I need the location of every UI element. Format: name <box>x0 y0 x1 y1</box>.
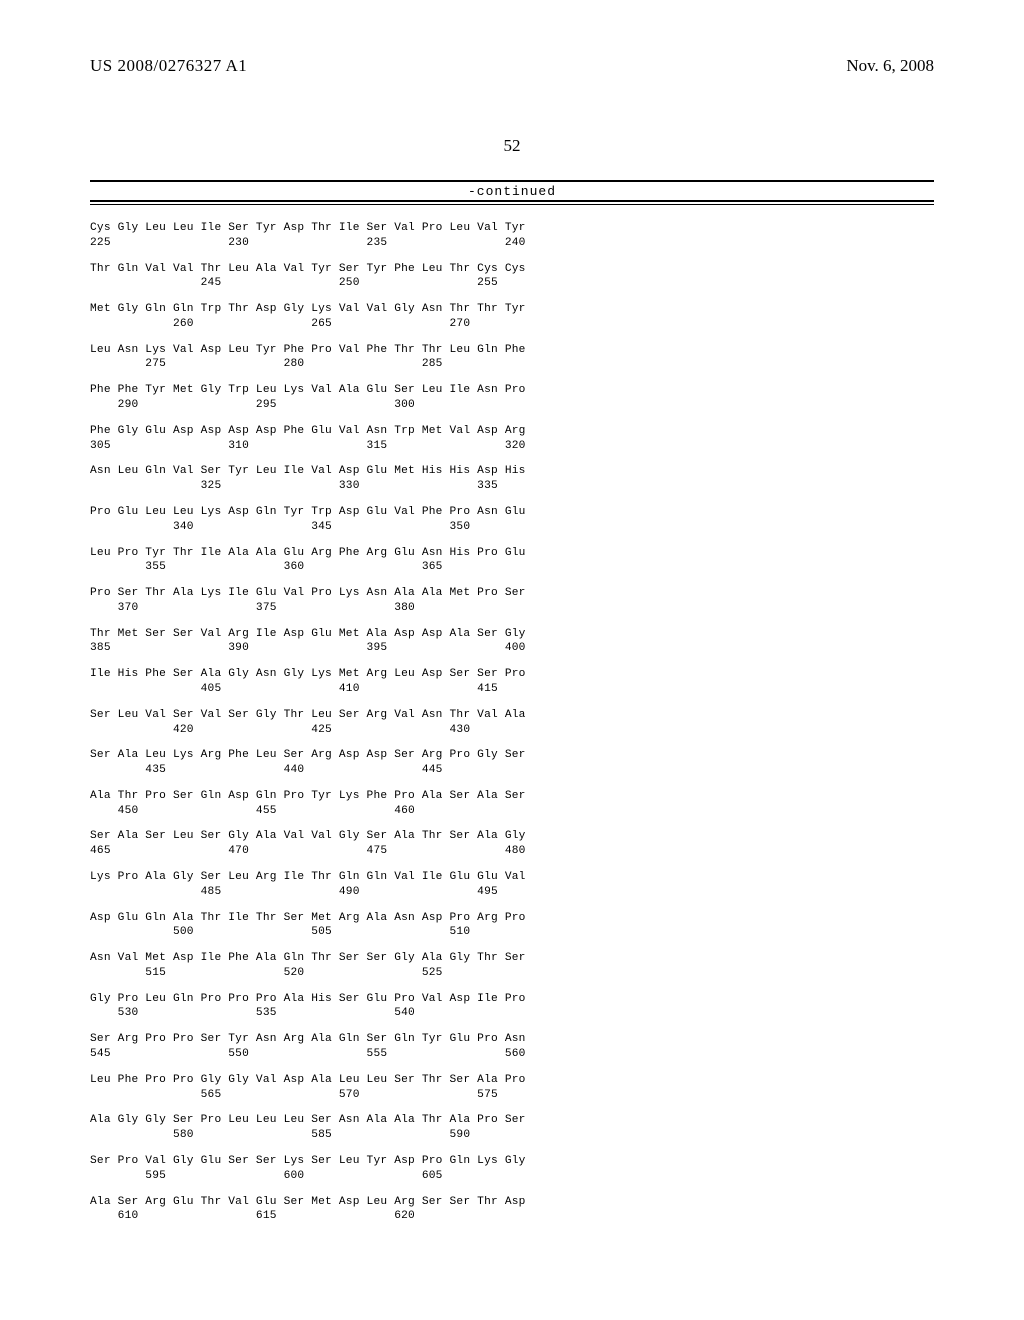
position-number-line: 545 550 555 560 <box>90 1047 934 1062</box>
position-number-line: 595 600 605 <box>90 1169 934 1184</box>
continued-section: -continued <box>90 180 934 205</box>
sequence-row: Ser Arg Pro Pro Ser Tyr Asn Arg Ala Gln … <box>90 1032 934 1062</box>
sequence-row: Ala Ser Arg Glu Thr Val Glu Ser Met Asp … <box>90 1195 934 1225</box>
amino-acid-line: Ser Ala Ser Leu Ser Gly Ala Val Val Gly … <box>90 829 934 844</box>
sequence-row: Ser Ala Leu Lys Arg Phe Leu Ser Arg Asp … <box>90 748 934 778</box>
amino-acid-line: Pro Ser Thr Ala Lys Ile Glu Val Pro Lys … <box>90 586 934 601</box>
amino-acid-line: Ser Ala Leu Lys Arg Phe Leu Ser Arg Asp … <box>90 748 934 763</box>
sequence-row: Gly Pro Leu Gln Pro Pro Pro Ala His Ser … <box>90 992 934 1022</box>
position-number-line: 260 265 270 <box>90 317 934 332</box>
position-number-line: 225 230 235 240 <box>90 236 934 251</box>
amino-acid-line: Thr Gln Val Val Thr Leu Ala Val Tyr Ser … <box>90 262 934 277</box>
sequence-row: Leu Pro Tyr Thr Ile Ala Ala Glu Arg Phe … <box>90 546 934 576</box>
sequence-row: Ser Pro Val Gly Glu Ser Ser Lys Ser Leu … <box>90 1154 934 1184</box>
page-header: US 2008/0276327 A1 Nov. 6, 2008 <box>90 56 934 76</box>
position-number-line: 465 470 475 480 <box>90 844 934 859</box>
position-number-line: 340 345 350 <box>90 520 934 535</box>
amino-acid-line: Leu Asn Lys Val Asp Leu Tyr Phe Pro Val … <box>90 343 934 358</box>
amino-acid-line: Ser Pro Val Gly Glu Ser Ser Lys Ser Leu … <box>90 1154 934 1169</box>
amino-acid-line: Ala Thr Pro Ser Gln Asp Gln Pro Tyr Lys … <box>90 789 934 804</box>
sequence-row: Pro Glu Leu Leu Lys Asp Gln Tyr Trp Asp … <box>90 505 934 535</box>
position-number-line: 290 295 300 <box>90 398 934 413</box>
position-number-line: 275 280 285 <box>90 357 934 372</box>
position-number-line: 370 375 380 <box>90 601 934 616</box>
amino-acid-line: Cys Gly Leu Leu Ile Ser Tyr Asp Thr Ile … <box>90 221 934 236</box>
publication-date: Nov. 6, 2008 <box>846 56 934 76</box>
sequence-row: Pro Ser Thr Ala Lys Ile Glu Val Pro Lys … <box>90 586 934 616</box>
amino-acid-line: Phe Gly Glu Asp Asp Asp Asp Phe Glu Val … <box>90 424 934 439</box>
amino-acid-line: Met Gly Gln Gln Trp Thr Asp Gly Lys Val … <box>90 302 934 317</box>
amino-acid-line: Gly Pro Leu Gln Pro Pro Pro Ala His Ser … <box>90 992 934 1007</box>
sequence-listing: Cys Gly Leu Leu Ile Ser Tyr Asp Thr Ile … <box>90 221 934 1224</box>
position-number-line: 580 585 590 <box>90 1128 934 1143</box>
amino-acid-line: Asn Val Met Asp Ile Phe Ala Gln Thr Ser … <box>90 951 934 966</box>
sequence-row: Ser Ala Ser Leu Ser Gly Ala Val Val Gly … <box>90 829 934 859</box>
position-number-line: 485 490 495 <box>90 885 934 900</box>
position-number-line: 420 425 430 <box>90 723 934 738</box>
sequence-row: Ala Thr Pro Ser Gln Asp Gln Pro Tyr Lys … <box>90 789 934 819</box>
amino-acid-line: Asn Leu Gln Val Ser Tyr Leu Ile Val Asp … <box>90 464 934 479</box>
rule-mid <box>90 200 934 202</box>
position-number-line: 610 615 620 <box>90 1209 934 1224</box>
position-number-line: 355 360 365 <box>90 560 934 575</box>
sequence-row: Phe Phe Tyr Met Gly Trp Leu Lys Val Ala … <box>90 383 934 413</box>
amino-acid-line: Ala Gly Gly Ser Pro Leu Leu Leu Ser Asn … <box>90 1113 934 1128</box>
amino-acid-line: Ile His Phe Ser Ala Gly Asn Gly Lys Met … <box>90 667 934 682</box>
sequence-row: Ala Gly Gly Ser Pro Leu Leu Leu Ser Asn … <box>90 1113 934 1143</box>
position-number-line: 405 410 415 <box>90 682 934 697</box>
position-number-line: 385 390 395 400 <box>90 641 934 656</box>
amino-acid-line: Thr Met Ser Ser Val Arg Ile Asp Glu Met … <box>90 627 934 642</box>
sequence-row: Leu Asn Lys Val Asp Leu Tyr Phe Pro Val … <box>90 343 934 373</box>
position-number-line: 500 505 510 <box>90 925 934 940</box>
position-number-line: 450 455 460 <box>90 804 934 819</box>
page-number: 52 <box>90 136 934 156</box>
position-number-line: 245 250 255 <box>90 276 934 291</box>
sequence-row: Phe Gly Glu Asp Asp Asp Asp Phe Glu Val … <box>90 424 934 454</box>
amino-acid-line: Pro Glu Leu Leu Lys Asp Gln Tyr Trp Asp … <box>90 505 934 520</box>
position-number-line: 325 330 335 <box>90 479 934 494</box>
position-number-line: 530 535 540 <box>90 1006 934 1021</box>
rule-top <box>90 180 934 182</box>
page-container: US 2008/0276327 A1 Nov. 6, 2008 52 -cont… <box>0 0 1024 1275</box>
sequence-row: Asn Leu Gln Val Ser Tyr Leu Ile Val Asp … <box>90 464 934 494</box>
amino-acid-line: Asp Glu Gln Ala Thr Ile Thr Ser Met Arg … <box>90 911 934 926</box>
sequence-row: Thr Met Ser Ser Val Arg Ile Asp Glu Met … <box>90 627 934 657</box>
sequence-row: Met Gly Gln Gln Trp Thr Asp Gly Lys Val … <box>90 302 934 332</box>
amino-acid-line: Ser Leu Val Ser Val Ser Gly Thr Leu Ser … <box>90 708 934 723</box>
rule-inner <box>90 204 934 205</box>
publication-number: US 2008/0276327 A1 <box>90 56 247 76</box>
amino-acid-line: Ala Ser Arg Glu Thr Val Glu Ser Met Asp … <box>90 1195 934 1210</box>
sequence-row: Ile His Phe Ser Ala Gly Asn Gly Lys Met … <box>90 667 934 697</box>
amino-acid-line: Leu Pro Tyr Thr Ile Ala Ala Glu Arg Phe … <box>90 546 934 561</box>
position-number-line: 565 570 575 <box>90 1088 934 1103</box>
amino-acid-line: Ser Arg Pro Pro Ser Tyr Asn Arg Ala Gln … <box>90 1032 934 1047</box>
position-number-line: 305 310 315 320 <box>90 439 934 454</box>
sequence-row: Lys Pro Ala Gly Ser Leu Arg Ile Thr Gln … <box>90 870 934 900</box>
sequence-row: Asn Val Met Asp Ile Phe Ala Gln Thr Ser … <box>90 951 934 981</box>
continued-label: -continued <box>90 184 934 199</box>
sequence-row: Leu Phe Pro Pro Gly Gly Val Asp Ala Leu … <box>90 1073 934 1103</box>
sequence-row: Asp Glu Gln Ala Thr Ile Thr Ser Met Arg … <box>90 911 934 941</box>
position-number-line: 515 520 525 <box>90 966 934 981</box>
amino-acid-line: Lys Pro Ala Gly Ser Leu Arg Ile Thr Gln … <box>90 870 934 885</box>
sequence-row: Ser Leu Val Ser Val Ser Gly Thr Leu Ser … <box>90 708 934 738</box>
position-number-line: 435 440 445 <box>90 763 934 778</box>
amino-acid-line: Phe Phe Tyr Met Gly Trp Leu Lys Val Ala … <box>90 383 934 398</box>
amino-acid-line: Leu Phe Pro Pro Gly Gly Val Asp Ala Leu … <box>90 1073 934 1088</box>
sequence-row: Cys Gly Leu Leu Ile Ser Tyr Asp Thr Ile … <box>90 221 934 251</box>
sequence-row: Thr Gln Val Val Thr Leu Ala Val Tyr Ser … <box>90 262 934 292</box>
